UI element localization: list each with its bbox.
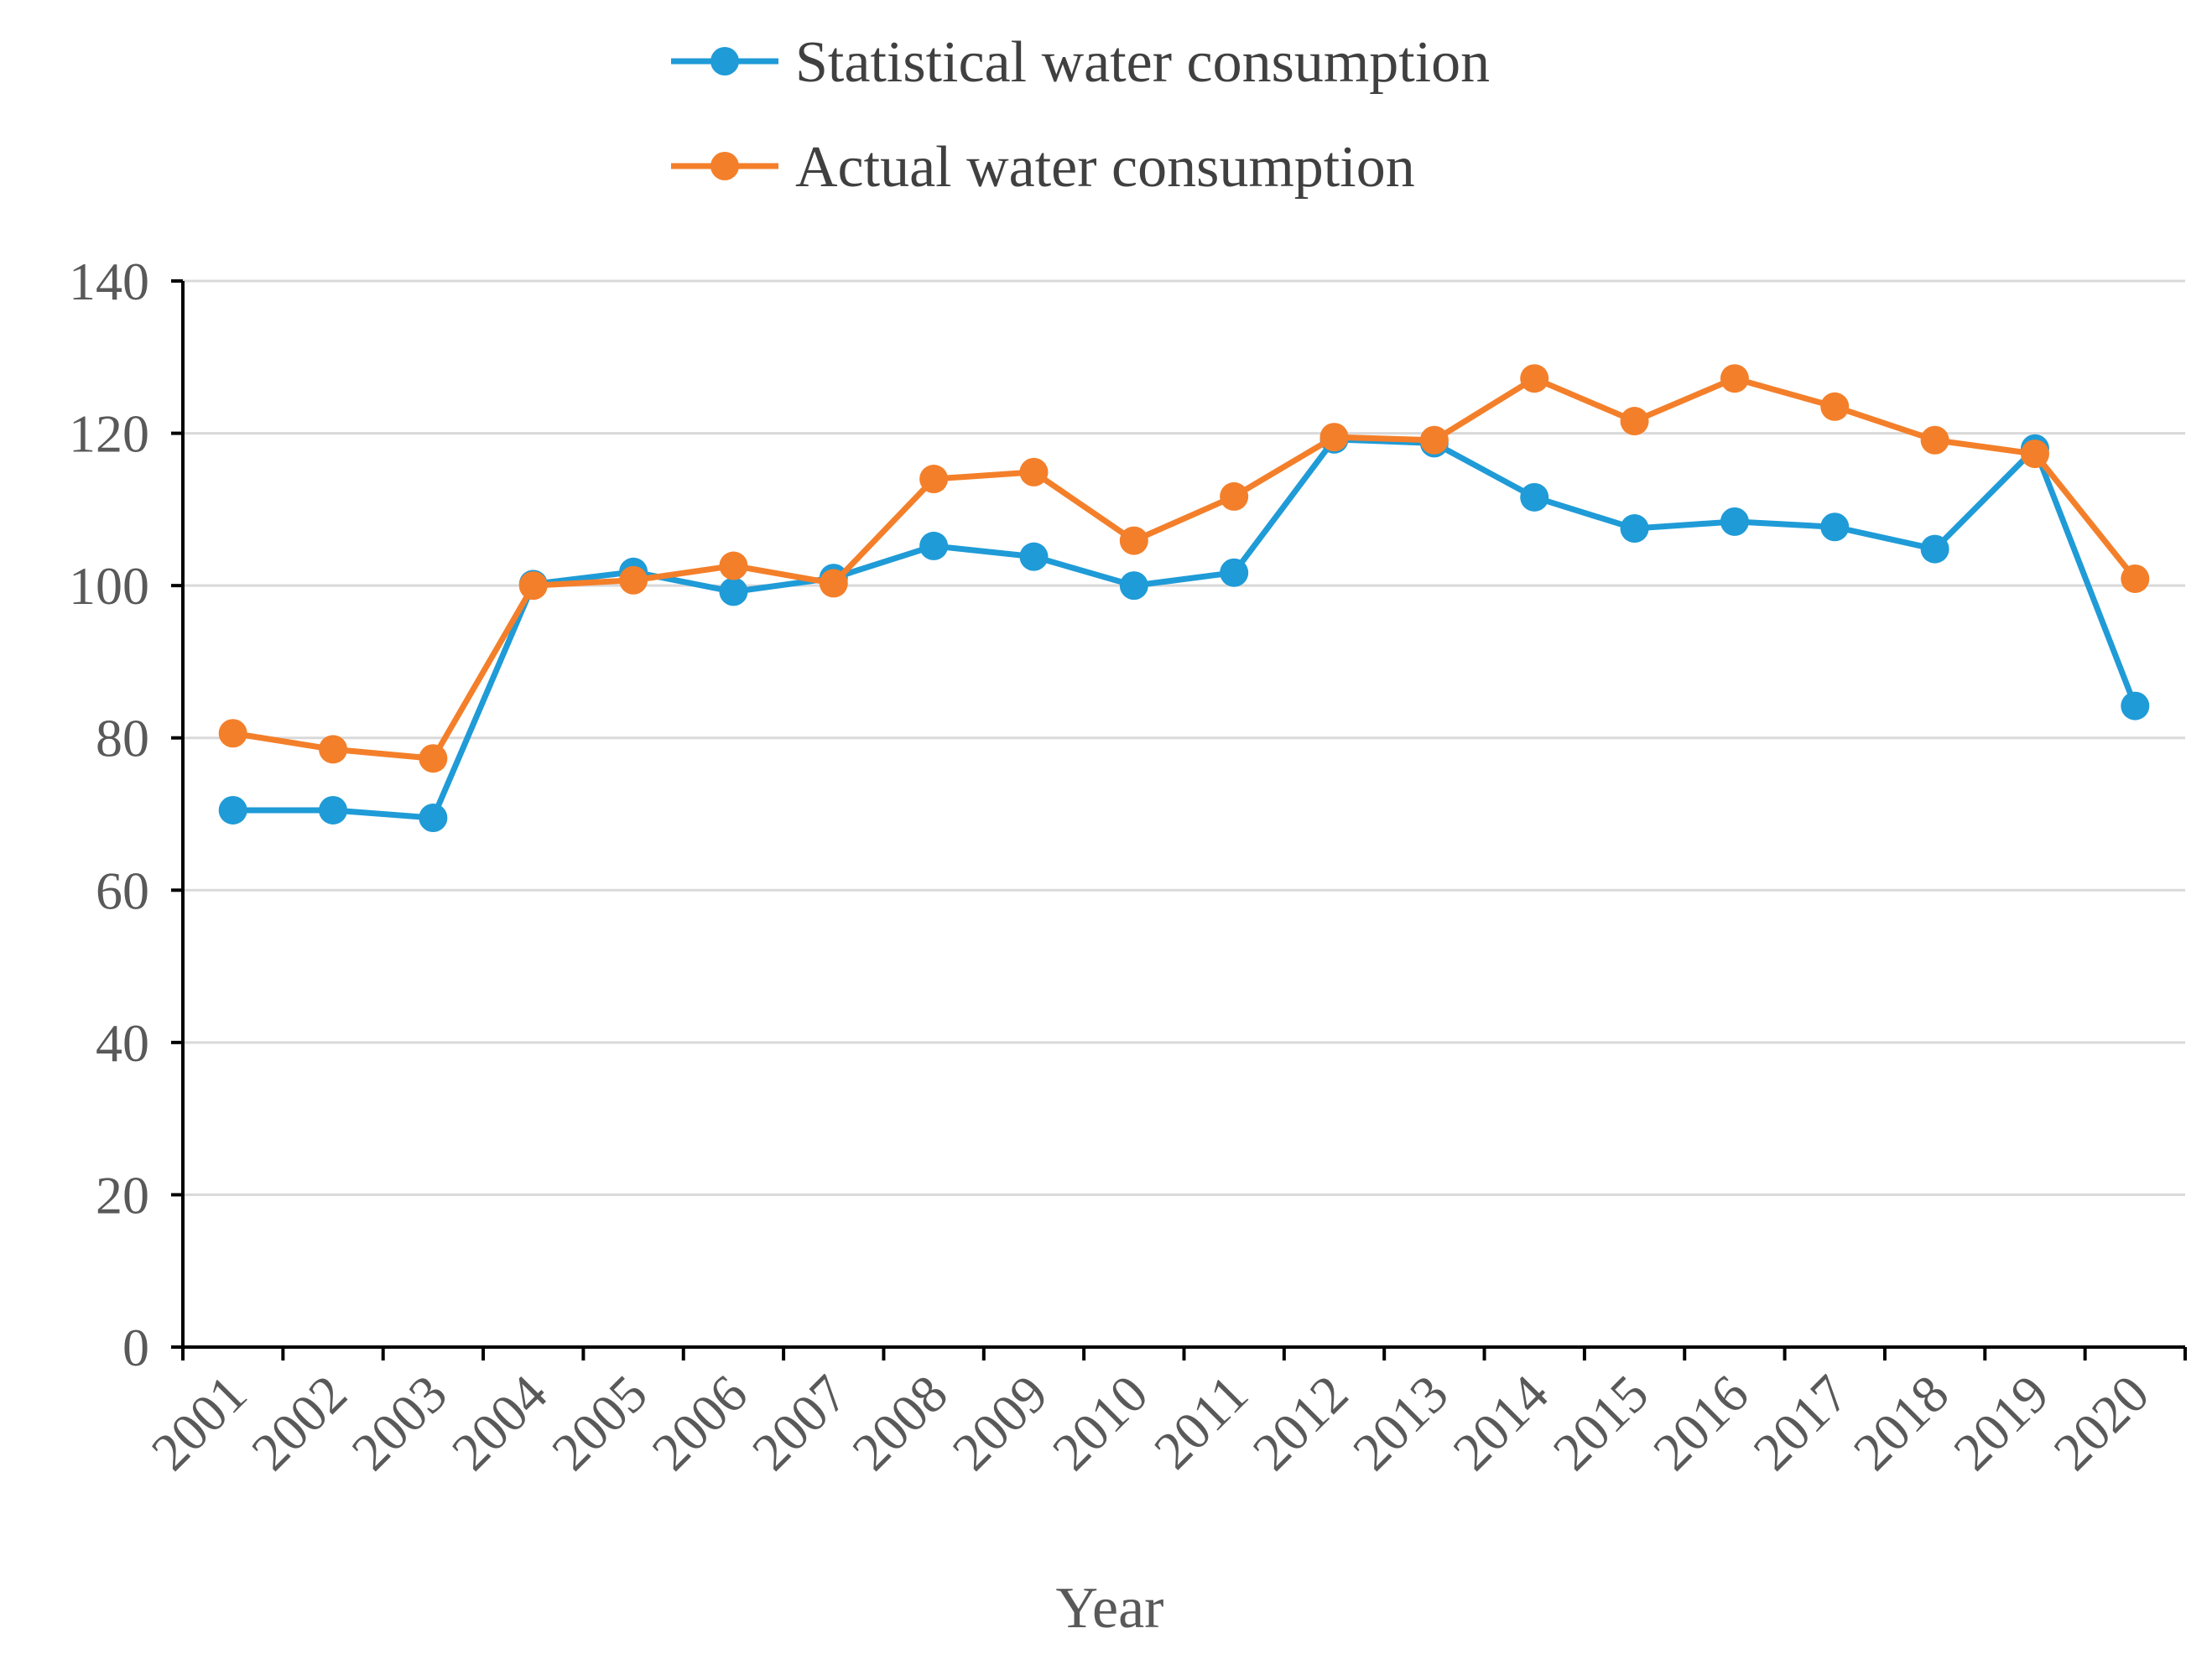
x-axis-title: Year bbox=[1056, 1576, 1164, 1641]
y-tick-label: 80 bbox=[96, 709, 149, 768]
data-point bbox=[819, 569, 848, 598]
data-point bbox=[2121, 564, 2150, 593]
x-tick-label: 2013 bbox=[1341, 1364, 1460, 1482]
x-tick-label: 2003 bbox=[341, 1364, 459, 1482]
legend-item: Statistical water consumption bbox=[671, 30, 1490, 95]
legend: Statistical water consumption Actual wate… bbox=[671, 30, 1490, 200]
data-point bbox=[518, 571, 548, 601]
data-point bbox=[1520, 364, 1549, 393]
x-tick-label: 2017 bbox=[1741, 1364, 1860, 1482]
y-tick-label: 40 bbox=[96, 1013, 149, 1073]
data-point bbox=[1720, 364, 1749, 393]
x-tick-label: 2014 bbox=[1441, 1364, 1559, 1482]
data-point bbox=[1019, 457, 1049, 486]
x-tick-label: 2012 bbox=[1241, 1364, 1360, 1482]
gridlines bbox=[183, 279, 2185, 1196]
tick-labels: 0204060801001201402001200220032004200520… bbox=[69, 252, 2160, 1481]
data-point bbox=[1019, 542, 1049, 571]
data-point bbox=[1319, 423, 1349, 452]
x-tick-label: 2006 bbox=[641, 1364, 759, 1482]
data-point bbox=[619, 565, 648, 595]
x-tick-label: 2008 bbox=[841, 1364, 959, 1482]
data-point bbox=[919, 465, 949, 494]
data-point bbox=[1119, 571, 1148, 601]
y-tick-label: 60 bbox=[96, 861, 149, 920]
series-actual bbox=[218, 364, 2150, 773]
x-tick-label: 2016 bbox=[1642, 1364, 1760, 1482]
data-point bbox=[719, 577, 748, 606]
data-point bbox=[1920, 534, 1949, 564]
legend-marker bbox=[710, 47, 739, 75]
data-point bbox=[419, 744, 448, 773]
x-tick-label: 2020 bbox=[2043, 1364, 2161, 1482]
data-point bbox=[719, 551, 748, 580]
x-tick-label: 2001 bbox=[140, 1364, 258, 1482]
series-line bbox=[232, 375, 2138, 762]
x-tick-label: 2019 bbox=[1942, 1364, 2060, 1482]
legend-label: Actual water consumption bbox=[795, 135, 1415, 200]
data-point bbox=[919, 531, 949, 560]
x-tick-label: 2007 bbox=[741, 1364, 859, 1482]
data-point bbox=[1820, 392, 1850, 421]
data-point bbox=[1620, 514, 1649, 544]
x-tick-label: 2018 bbox=[1842, 1364, 1960, 1482]
data-point bbox=[319, 735, 348, 764]
y-tick-label: 120 bbox=[69, 404, 149, 464]
legend-item: Actual water consumption bbox=[671, 135, 1415, 200]
y-tick-label: 100 bbox=[69, 556, 149, 616]
x-tick-label: 2005 bbox=[540, 1364, 658, 1482]
x-tick-label: 2010 bbox=[1041, 1364, 1159, 1482]
y-tick-label: 20 bbox=[96, 1165, 149, 1225]
data-point bbox=[1620, 407, 1649, 436]
data-point bbox=[218, 719, 247, 748]
data-point bbox=[1720, 507, 1749, 536]
data-point bbox=[1220, 558, 1249, 587]
data-point bbox=[1820, 512, 1850, 542]
series-group bbox=[218, 364, 2150, 833]
data-point bbox=[1220, 481, 1249, 511]
data-point bbox=[2121, 691, 2150, 721]
data-point bbox=[1520, 482, 1549, 512]
data-point bbox=[218, 795, 247, 825]
series-line bbox=[232, 436, 2138, 821]
y-tick-label: 0 bbox=[122, 1318, 149, 1377]
data-point bbox=[1920, 425, 1949, 455]
x-tick-label: 2011 bbox=[1142, 1364, 1259, 1480]
x-tick-label: 2004 bbox=[440, 1364, 559, 1482]
legend-marker bbox=[710, 152, 739, 180]
x-tick-label: 2009 bbox=[941, 1364, 1059, 1482]
data-point bbox=[1119, 526, 1148, 555]
data-point bbox=[319, 795, 348, 825]
y-tick-label: 140 bbox=[69, 252, 149, 311]
legend-label: Statistical water consumption bbox=[795, 30, 1490, 95]
data-point bbox=[419, 804, 448, 833]
x-tick-label: 2002 bbox=[240, 1364, 358, 1482]
data-point bbox=[1419, 425, 1449, 455]
data-point bbox=[2020, 440, 2049, 469]
axes bbox=[171, 279, 2187, 1360]
x-tick-label: 2015 bbox=[1542, 1364, 1660, 1482]
